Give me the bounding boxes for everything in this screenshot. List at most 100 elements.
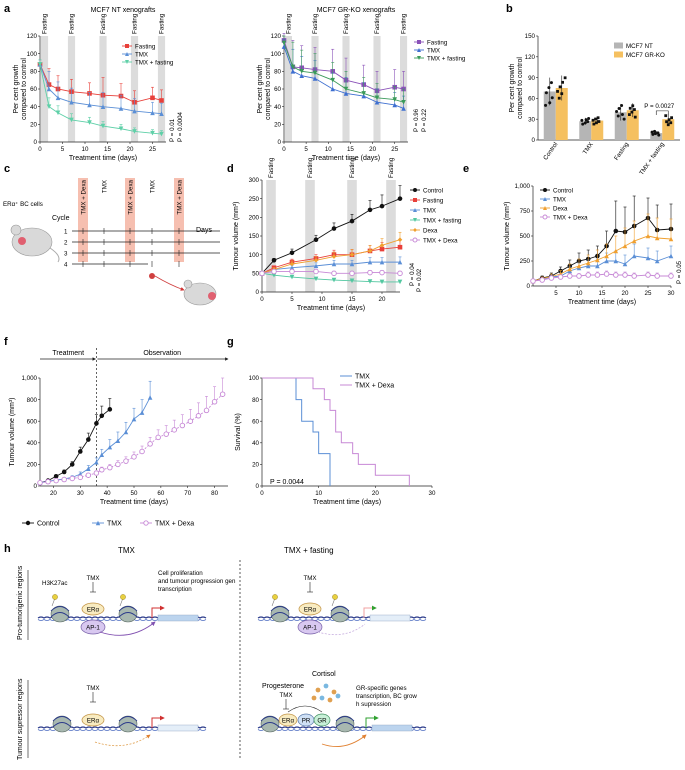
x-tick-label: 30 [668,290,675,297]
prolif-label: Cell proliferation [158,570,203,577]
legend-entry: TMX + Dexa [423,237,458,244]
series-1-point [645,255,651,261]
bar-dot [549,81,553,85]
series-2-point [397,259,403,265]
fasting-band-label: Fasting [100,13,107,34]
era-oval [81,713,105,727]
series-1-point [374,99,380,105]
series-2-point [595,257,600,263]
era-oval [278,713,298,727]
x-tick-label: 10 [82,146,89,153]
series-3-point [379,279,385,285]
bar-dot [591,118,595,122]
y-tick-label: 0 [527,283,531,290]
series-1-point [290,69,296,74]
series-2-point [219,391,226,397]
series-4-point [379,243,385,248]
series-3-point [622,272,628,278]
series-2-point [77,474,84,481]
x-tick-label: 5 [304,146,308,153]
era-oval-label: ERα [87,606,100,613]
bar-dot [620,113,624,117]
y-tick-label: 100 [271,51,282,58]
nucleosome [330,605,350,623]
fasting-band [40,36,49,142]
series-1-point [107,444,113,450]
series-2-point [150,130,155,136]
series-1-point [55,95,61,101]
bar-dot [560,92,564,96]
x-tick-label: 15 [599,290,606,297]
y-tick-label: 250 [520,258,531,265]
tmx-label: TMX [86,575,99,582]
series-0-point [397,196,403,201]
series-1-line [261,246,401,274]
y-axis-label: Per cent growth [257,64,264,113]
series-1-point [654,258,660,264]
bar-dot [617,106,621,110]
series-2-point [331,261,337,267]
chart-f-tumour-volume: 0 200 400 600 800 1,000 20 30 40 50 60 70 80 Treatmen… [9,348,229,528]
x-tick-label: 10 [319,296,326,303]
series-2-point [622,243,628,249]
legend-entry: Dexa [423,227,438,234]
x-tick-label: 10 [576,290,583,297]
y-tick-label: 150 [249,233,260,240]
chart-g-survival: 0 20 40 60 80 100 0 10 20 30 Treatment time (days)… [235,374,436,507]
chart-title: MCF7 NT xenografts [91,7,156,14]
receptor-label: ERα⁺ BC cells [3,201,43,208]
treatment-label: TMX [102,180,109,193]
series-2-point [45,478,51,485]
activation-arrow [321,734,367,747]
bar-dot [584,118,588,122]
legend-entry: Fasting [135,43,156,50]
series-0-line [39,64,162,103]
series-2-point [203,407,210,414]
series-5-point [271,268,277,275]
gene-pro-fast [369,614,411,622]
x-tick-label: 10 [315,490,322,497]
cortisol-label: Cortisol [312,671,336,678]
series-3-point [313,276,319,282]
bar-dot [544,91,548,95]
bar-dot [620,103,624,107]
nucleosome-wrap [118,606,138,618]
legend-entry: TMX [355,374,370,381]
series-3-point [645,272,651,278]
legend-entry: Control [423,187,443,194]
fasting-band-label: Fasting [388,157,395,178]
series-4-point [313,257,319,263]
hormone-dot [327,697,333,703]
x-tick-label: 20 [50,490,57,497]
ap1-oval [80,619,106,635]
fasting-band [311,36,319,142]
series-5-point [397,270,403,277]
pvalue: P = 0.01 [169,118,176,142]
y-tick-label: 100 [249,375,260,382]
series-4-point [331,254,337,259]
x-tick-label: 5 [554,290,558,297]
complex-arc [287,705,323,713]
h3k27ac-mark [52,594,58,600]
legend-marker [143,520,149,526]
series-2-point [211,399,218,405]
fasting-band [305,180,315,292]
series-3-point [271,272,277,278]
series-2-point [361,91,367,96]
nucleosome-wrap [330,606,350,618]
series-1-point [613,258,619,264]
series-1-point [392,102,398,108]
survival-curve-0 [262,377,331,486]
series-2-point [631,238,637,244]
series-1-point [361,93,367,99]
bar-dot [656,131,660,135]
x-tick-label: 25 [645,290,652,297]
y-tick-label: 100 [27,51,38,58]
bar-dot [587,116,591,120]
y-tick-label: 0 [532,137,536,144]
y-tick-label: 80 [30,69,37,76]
bar-dot [669,121,673,125]
gr-oval-label: GR [317,717,327,724]
y-tick-label: 120 [271,33,282,40]
